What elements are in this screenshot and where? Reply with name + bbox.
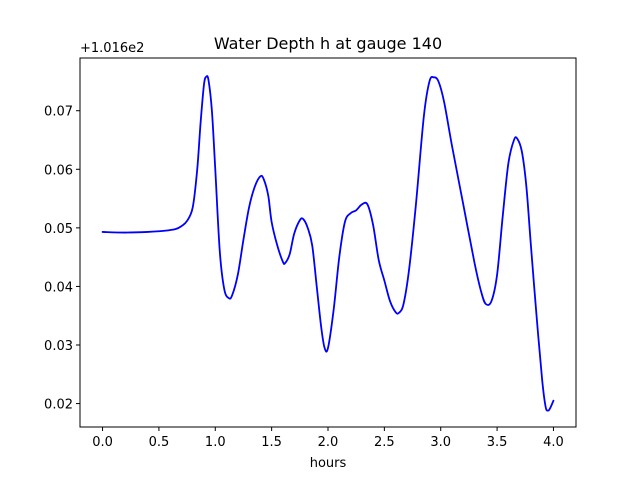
x-tick-label: 2.0 — [318, 435, 339, 450]
y-offset-label: +1.016e2 — [80, 41, 144, 56]
x-tick-label: 3.5 — [487, 435, 508, 450]
x-axis-ticks: 0.0 0.5 1.0 1.5 2.0 2.5 3.0 3.5 4.0 — [92, 427, 564, 450]
x-tick-label: 1.5 — [261, 435, 282, 450]
y-tick-label: 0.06 — [44, 163, 73, 178]
plot-frame — [79, 57, 577, 428]
x-tick-label: 1.0 — [205, 435, 226, 450]
x-tick-label: 3.0 — [430, 435, 451, 450]
y-tick-label: 0.03 — [44, 339, 73, 354]
x-axis-label: hours — [310, 456, 347, 471]
y-tick-label: 0.07 — [44, 105, 73, 120]
x-tick-label: 2.5 — [374, 435, 395, 450]
water-depth-series-line — [101, 75, 555, 412]
y-axis-ticks: 0.02 0.03 0.04 0.05 0.06 0.07 — [44, 105, 80, 413]
y-tick-label: 0.02 — [44, 398, 73, 413]
x-tick-label: 0.5 — [149, 435, 170, 450]
y-tick-label: 0.04 — [44, 280, 73, 295]
x-tick-label: 4.0 — [543, 435, 564, 450]
chart-title: Water Depth h at gauge 140 — [214, 34, 442, 53]
x-tick-label: 0.0 — [92, 435, 113, 450]
y-tick-label: 0.05 — [44, 222, 73, 237]
series-layer — [101, 75, 555, 412]
